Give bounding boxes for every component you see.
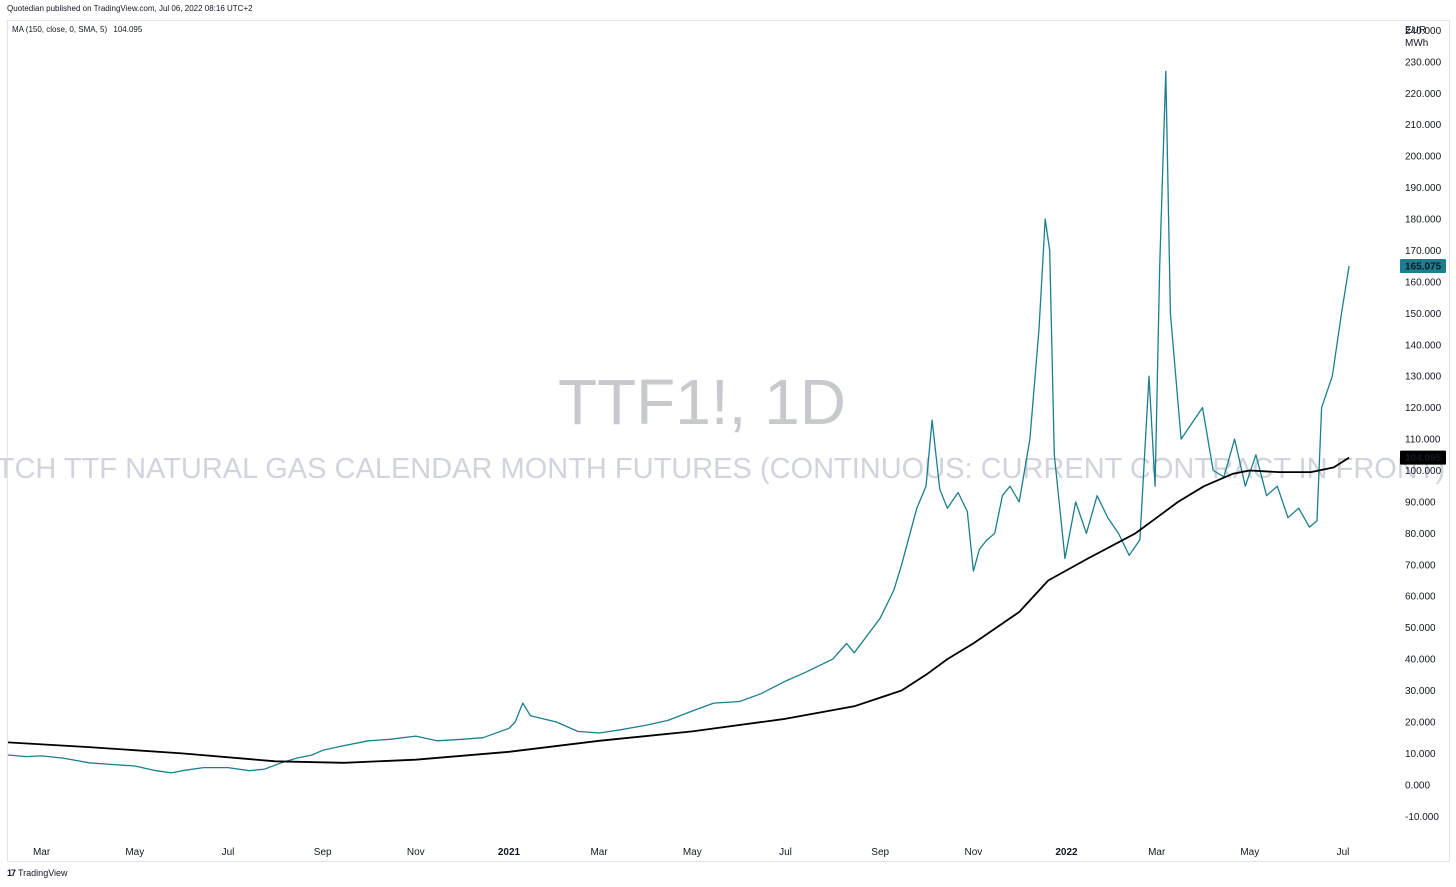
tradingview-logo-icon: 17 — [7, 868, 16, 878]
price-series-line[interactable] — [7, 70, 1350, 774]
indicator-legend[interactable]: MA (150, close, 0, SMA, 5) 104.095 — [12, 25, 146, 34]
y-tick-label: 10.000 — [1405, 749, 1436, 760]
y-tick-label: 30.000 — [1405, 686, 1436, 697]
x-axis[interactable]: Mar May Jul Sep Nov 2021 Mar May Jul Sep Nov 2022 Ma… — [33, 847, 1349, 858]
y-tick-label: -10.000 — [1405, 812, 1439, 823]
y-tick-label: 50.000 — [1405, 623, 1436, 634]
y-tick-label: 210.000 — [1405, 120, 1442, 131]
y-tick-label: 180.000 — [1405, 215, 1442, 226]
x-tick-label: Mar — [33, 847, 51, 858]
y-tick-label: 120.000 — [1405, 403, 1442, 414]
y-tick-label: 200.000 — [1405, 152, 1442, 163]
y-tick-label: 110.000 — [1405, 435, 1441, 446]
x-tick-label: Jul — [1337, 847, 1350, 858]
y-axis-unit-currency: EUR — [1405, 25, 1426, 36]
x-tick-label: Mar — [590, 847, 608, 858]
y-tick-label: 100.000 — [1405, 466, 1442, 477]
x-tick-label: May — [1240, 847, 1259, 858]
indicator-value: 104.095 — [113, 25, 143, 34]
x-tick-label: Mar — [1148, 847, 1166, 858]
y-axis-unit-energy: MWh — [1405, 38, 1428, 49]
x-tick-label: May — [125, 847, 144, 858]
y-tick-label: 130.000 — [1405, 372, 1442, 383]
moving-average-line[interactable] — [7, 456, 1350, 764]
y-tick-label: 60.000 — [1405, 592, 1436, 603]
x-tick-label: 2021 — [498, 847, 521, 858]
y-tick-label: 80.000 — [1405, 529, 1436, 540]
y-tick-label: 220.000 — [1405, 89, 1442, 100]
ma-value-badge — [1400, 450, 1446, 465]
x-tick-label: Nov — [407, 847, 425, 858]
y-tick-label: 0.000 — [1405, 780, 1430, 791]
y-axis[interactable]: EUR MWh 240.000 230.000 220.000 210.000 200.… — [1400, 25, 1446, 823]
y-tick-label: 70.000 — [1405, 560, 1436, 571]
x-tick-label: Sep — [314, 847, 332, 858]
chart-frame — [7, 20, 1450, 862]
description-watermark: DUTCH TTF NATURAL GAS CALENDAR MONTH FUT… — [0, 453, 1445, 485]
y-tick-label: 170.000 — [1405, 246, 1442, 257]
y-tick-label: 90.000 — [1405, 497, 1436, 508]
y-tick-label: 40.000 — [1405, 655, 1436, 666]
last-price-badge — [1400, 259, 1446, 273]
last-price-label: 165.075 — [1405, 262, 1442, 273]
x-tick-label: Nov — [965, 847, 983, 858]
footer-brand: TradingView — [18, 868, 68, 878]
symbol-watermark: TTF1!, 1D — [558, 366, 846, 438]
y-tick-label: 140.000 — [1405, 340, 1442, 351]
x-tick-label: Jul — [779, 847, 792, 858]
y-tick-label: 20.000 — [1405, 718, 1436, 729]
plot-area — [7, 70, 1350, 774]
y-tick-label: 160.000 — [1405, 277, 1442, 288]
y-tick-label: 150.000 — [1405, 309, 1442, 320]
x-tick-label: 2022 — [1055, 847, 1078, 858]
x-tick-label: May — [683, 847, 702, 858]
footer: 17 TradingView — [7, 868, 68, 878]
x-tick-label: Jul — [222, 847, 235, 858]
ma-value-label: 104.095 — [1405, 453, 1442, 464]
x-tick-label: Sep — [871, 847, 889, 858]
y-tick-label: 240.000 — [1405, 26, 1442, 37]
indicator-label: MA (150, close, 0, SMA, 5) — [12, 25, 108, 34]
y-tick-label: 190.000 — [1405, 183, 1442, 194]
published-caption: Quotedian published on TradingView.com, … — [7, 4, 253, 13]
y-tick-label: 230.000 — [1405, 57, 1442, 68]
